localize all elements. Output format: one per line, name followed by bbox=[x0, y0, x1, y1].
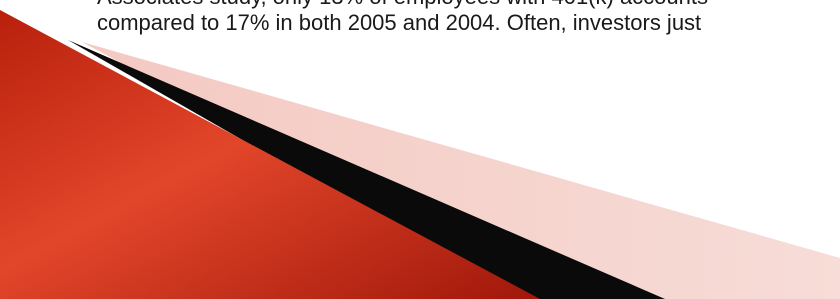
text-line: compared to 17% in both 2005 and 2004. O… bbox=[97, 10, 701, 35]
text-line: Associates study, only 13% of employees … bbox=[97, 0, 708, 9]
page: Associates study, only 13% of employees … bbox=[0, 0, 840, 299]
slide: Associates study, only 13% of employees … bbox=[0, 0, 840, 299]
